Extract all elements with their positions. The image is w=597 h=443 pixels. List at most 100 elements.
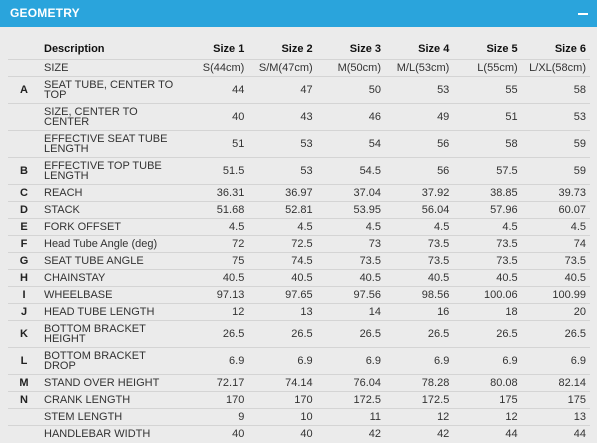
cell-size-6: 58 — [521, 76, 590, 104]
cell-size-2: 13 — [248, 303, 317, 321]
cell-size-2: S/M(47cm) — [248, 59, 317, 77]
cell-size-2: 170 — [248, 391, 317, 409]
table-row: M STAND OVER HEIGHT 72.17 74.14 76.04 78.28 80… — [8, 374, 590, 392]
cell-size-6: 13 — [521, 408, 590, 426]
column-header-size-4: Size 4 — [418, 42, 450, 55]
cell-size-5: 100.06 — [453, 286, 522, 304]
row-label: HANDLEBAR WIDTH — [40, 425, 180, 442]
table-row: HANDLEBAR WIDTH 40 40 42 42 44 44 — [8, 425, 590, 442]
cell-size-5: 51 — [453, 103, 522, 131]
row-letter — [8, 408, 40, 426]
cell-size-4: 4.5 — [384, 218, 454, 236]
cell-size-3: 40.5 — [316, 269, 385, 287]
geometry-table: Description Size 1 Size 2 Size 3 Size 4 … — [8, 38, 590, 442]
cell-size-3: 53.95 — [316, 201, 385, 219]
cell-size-4: 40.5 — [384, 269, 454, 287]
row-letter: M — [8, 374, 40, 392]
cell-size-6: 53 — [521, 103, 590, 131]
row-label: SEAT TUBE ANGLE — [40, 252, 180, 270]
cell-size-3: 6.9 — [316, 347, 385, 375]
cell-size-2: 72.5 — [248, 235, 317, 253]
cell-size-5: 40.5 — [453, 269, 522, 287]
minus-icon[interactable] — [577, 7, 589, 19]
cell-size-1: 12 — [180, 303, 249, 321]
letter-column-header — [8, 38, 40, 60]
cell-size-3: 97.56 — [316, 286, 385, 304]
cell-size-4: 26.5 — [384, 320, 454, 348]
table-row: SIZE S(44cm) S/M(47cm) M(50cm) M/L(53cm) L(55… — [8, 59, 590, 77]
cell-size-2: 74.5 — [248, 252, 317, 270]
cell-size-3: 4.5 — [316, 218, 385, 236]
row-label: CHAINSTAY — [40, 269, 180, 287]
cell-size-4: 42 — [384, 425, 454, 442]
cell-size-5: 175 — [453, 391, 522, 409]
cell-size-1: 51.5 — [180, 157, 249, 185]
cell-size-5: 18 — [453, 303, 522, 321]
cell-size-2: 10 — [248, 408, 317, 426]
cell-size-2: 36.97 — [248, 184, 317, 202]
cell-size-3: 14 — [316, 303, 385, 321]
cell-size-3: M(50cm) — [316, 59, 385, 77]
row-letter: K — [8, 320, 40, 348]
row-label: STEM LENGTH — [40, 408, 180, 426]
row-letter: C — [8, 184, 40, 202]
row-label: HEAD TUBE LENGTH — [40, 303, 180, 321]
row-letter: J — [8, 303, 40, 321]
cell-size-5: 44 — [453, 425, 522, 442]
table-row: SIZE, CENTER TO CENTER 40 43 46 49 51 53 — [8, 103, 590, 131]
row-letter: D — [8, 201, 40, 219]
cell-size-1: 6.9 — [180, 347, 249, 375]
cell-size-6: 74 — [521, 235, 590, 253]
cell-size-3: 73 — [316, 235, 385, 253]
cell-size-3: 46 — [316, 103, 385, 131]
cell-size-1: 4.5 — [180, 218, 249, 236]
table-row: E FORK OFFSET 4.5 4.5 4.5 4.5 4.5 4.5 — [8, 218, 590, 236]
cell-size-1: 75 — [180, 252, 249, 270]
cell-size-2: 52.81 — [248, 201, 317, 219]
cell-size-1: 51.68 — [180, 201, 249, 219]
cell-size-1: 97.13 — [180, 286, 249, 304]
cell-size-4: 172.5 — [384, 391, 454, 409]
cell-size-6: 20 — [521, 303, 590, 321]
cell-size-1: 170 — [180, 391, 249, 409]
cell-size-1: 40 — [180, 103, 249, 131]
table-row: H CHAINSTAY 40.5 40.5 40.5 40.5 40.5 40.5 — [8, 269, 590, 287]
cell-size-4: 56.04 — [384, 201, 454, 219]
cell-size-5: 80.08 — [453, 374, 522, 392]
cell-size-5: 6.9 — [453, 347, 522, 375]
table-row: F Head Tube Angle (deg) 72 72.5 73 73.5 73.5 74 — [8, 235, 590, 253]
cell-size-1: 44 — [180, 76, 249, 104]
table-row: K BOTTOM BRACKET HEIGHT 26.5 26.5 26.5 26.5 26… — [8, 320, 590, 348]
panel-title: GEOMETRY — [10, 6, 80, 20]
table-row: EFFECTIVE SEAT TUBE LENGTH 51 53 54 56 58 59 — [8, 130, 590, 158]
column-header-size-2: Size 2 — [281, 42, 313, 55]
cell-size-2: 47 — [248, 76, 317, 104]
row-label: BOTTOM BRACKET DROP — [40, 347, 180, 375]
row-label: SIZE, CENTER TO CENTER — [40, 103, 180, 131]
row-label: STACK — [40, 201, 180, 219]
cell-size-6: L/XL(58cm) — [521, 59, 590, 77]
cell-size-2: 40 — [248, 425, 317, 442]
cell-size-1: S(44cm) — [180, 59, 249, 77]
cell-size-5: 58 — [453, 130, 522, 158]
cell-size-1: 40.5 — [180, 269, 249, 287]
row-label: BOTTOM BRACKET HEIGHT — [40, 320, 180, 348]
geometry-panel-header[interactable]: GEOMETRY — [0, 0, 597, 27]
cell-size-4: 12 — [384, 408, 454, 426]
cell-size-5: 12 — [453, 408, 522, 426]
cell-size-5: 73.5 — [453, 235, 522, 253]
cell-size-6: 40.5 — [521, 269, 590, 287]
row-letter: A — [8, 76, 40, 104]
cell-size-6: 73.5 — [521, 252, 590, 270]
cell-size-2: 43 — [248, 103, 317, 131]
cell-size-2: 74.14 — [248, 374, 317, 392]
cell-size-6: 100.99 — [521, 286, 590, 304]
cell-size-1: 9 — [180, 408, 249, 426]
cell-size-4: 53 — [384, 76, 454, 104]
cell-size-1: 26.5 — [180, 320, 249, 348]
cell-size-2: 53 — [248, 130, 317, 158]
cell-size-3: 42 — [316, 425, 385, 442]
table-header: Description Size 1 Size 2 Size 3 Size 4 … — [8, 38, 590, 60]
cell-size-3: 50 — [316, 76, 385, 104]
row-label: SEAT TUBE, CENTER TO TOP — [40, 76, 180, 104]
